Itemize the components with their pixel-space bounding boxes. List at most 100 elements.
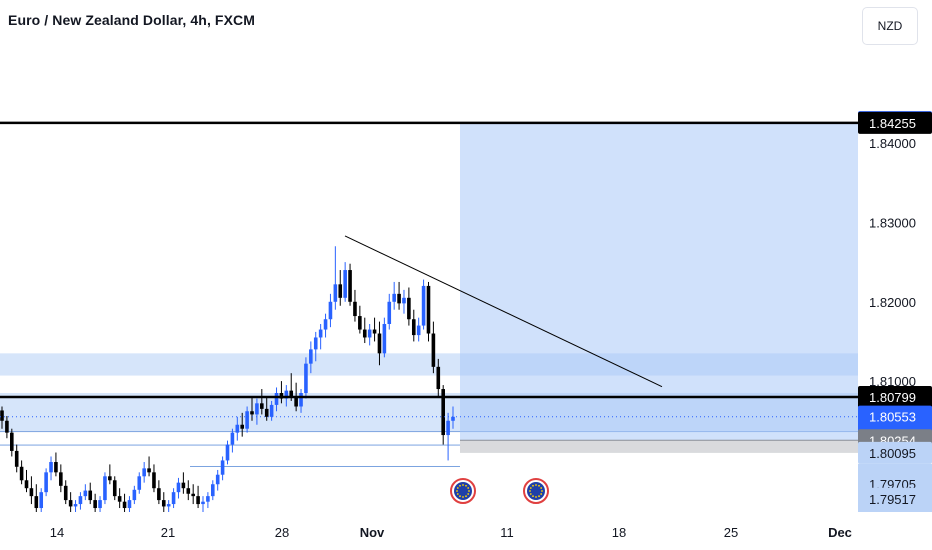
candle — [78, 492, 83, 510]
candle — [59, 464, 63, 493]
candle — [19, 460, 24, 485]
candle — [137, 472, 142, 494]
eu-star — [465, 495, 467, 498]
candle-body — [29, 488, 34, 497]
candle-body — [397, 293, 401, 304]
candle — [63, 480, 68, 505]
eu-star — [456, 493, 459, 495]
candle — [142, 462, 146, 483]
candle-body — [59, 472, 63, 486]
eu-star — [468, 490, 470, 492]
eu-flag-icon — [454, 482, 472, 500]
candle — [88, 482, 93, 505]
candle-body — [274, 393, 279, 405]
candle — [338, 270, 343, 306]
eu-star — [456, 490, 458, 492]
candle-body — [83, 490, 88, 497]
candle — [181, 472, 186, 494]
price-tag: 1.80095 — [858, 441, 932, 464]
candle — [54, 452, 58, 477]
currency-button[interactable]: NZD — [862, 7, 918, 45]
candle-body — [93, 500, 97, 509]
eu-star — [541, 490, 543, 492]
price-tag: 1.80799 — [858, 386, 932, 409]
candle-body — [318, 329, 323, 338]
candle-body — [264, 408, 269, 417]
candle-body — [132, 489, 137, 501]
price-tag-value: 1.84255 — [869, 116, 916, 131]
event-markers[interactable] — [450, 478, 549, 504]
candle-body — [343, 270, 347, 298]
candle-body — [407, 297, 411, 320]
candle-body — [240, 424, 245, 429]
candle-body — [382, 323, 387, 354]
candle — [436, 358, 441, 397]
trendline[interactable] — [344, 235, 663, 388]
eu-star — [467, 487, 470, 489]
x-tick-label: 28 — [275, 525, 289, 540]
candle-body — [0, 410, 4, 421]
candle — [220, 456, 225, 481]
candle-body — [313, 337, 318, 350]
candle — [421, 279, 426, 330]
candle — [245, 406, 249, 433]
candle — [5, 416, 9, 439]
candle-body — [304, 363, 308, 394]
candle-body — [196, 496, 200, 505]
eu-star — [529, 487, 532, 489]
candle-body — [436, 366, 441, 390]
candle-body — [230, 432, 235, 445]
candle — [309, 341, 313, 374]
candle — [157, 480, 161, 505]
candle-body — [402, 297, 406, 304]
candle — [225, 440, 230, 465]
candle — [348, 263, 352, 306]
candle — [426, 281, 431, 342]
candle-body — [171, 492, 176, 505]
zone-border-2 — [0, 444, 460, 446]
candle — [416, 317, 421, 342]
candle-body — [54, 462, 58, 473]
candle — [260, 389, 264, 415]
candle-body — [333, 284, 338, 302]
candle-body — [338, 284, 343, 298]
candle — [264, 396, 269, 421]
price-tags: 1.842641.842551.807991.8055303:51:481.80… — [858, 111, 932, 512]
x-tick-label: 14 — [50, 525, 64, 540]
y-tick-label: 1.82000 — [869, 295, 916, 310]
eu-star — [467, 493, 470, 495]
candle-body — [39, 492, 44, 509]
candle — [166, 500, 171, 512]
position-stop-zone[interactable] — [460, 440, 858, 453]
drawings[interactable] — [0, 121, 858, 418]
candle-body — [19, 466, 24, 481]
candle-body — [122, 501, 127, 509]
candle-body — [108, 476, 112, 481]
candle-body — [377, 333, 382, 354]
candle — [171, 488, 176, 509]
candle — [73, 500, 78, 512]
candle-body — [367, 329, 372, 338]
candle-body — [392, 293, 396, 302]
candle — [441, 385, 445, 445]
candle-body — [255, 403, 259, 415]
eu-event-1[interactable] — [450, 478, 476, 504]
position-target-zone[interactable] — [460, 122, 858, 441]
candle — [387, 293, 392, 330]
x-tick-label: 11 — [500, 525, 514, 540]
candle — [103, 472, 107, 505]
candle — [132, 485, 137, 505]
candle-body — [279, 393, 284, 399]
eu-flag-icon — [527, 482, 545, 500]
candle-body — [63, 485, 68, 501]
eu-star — [540, 493, 543, 495]
candle — [411, 309, 416, 342]
candle-body — [431, 333, 436, 367]
candle — [358, 305, 362, 334]
candle-body — [147, 468, 151, 473]
candle — [14, 444, 19, 473]
candle-body — [161, 500, 166, 507]
eu-event-2[interactable] — [523, 478, 549, 504]
candle — [353, 289, 357, 322]
